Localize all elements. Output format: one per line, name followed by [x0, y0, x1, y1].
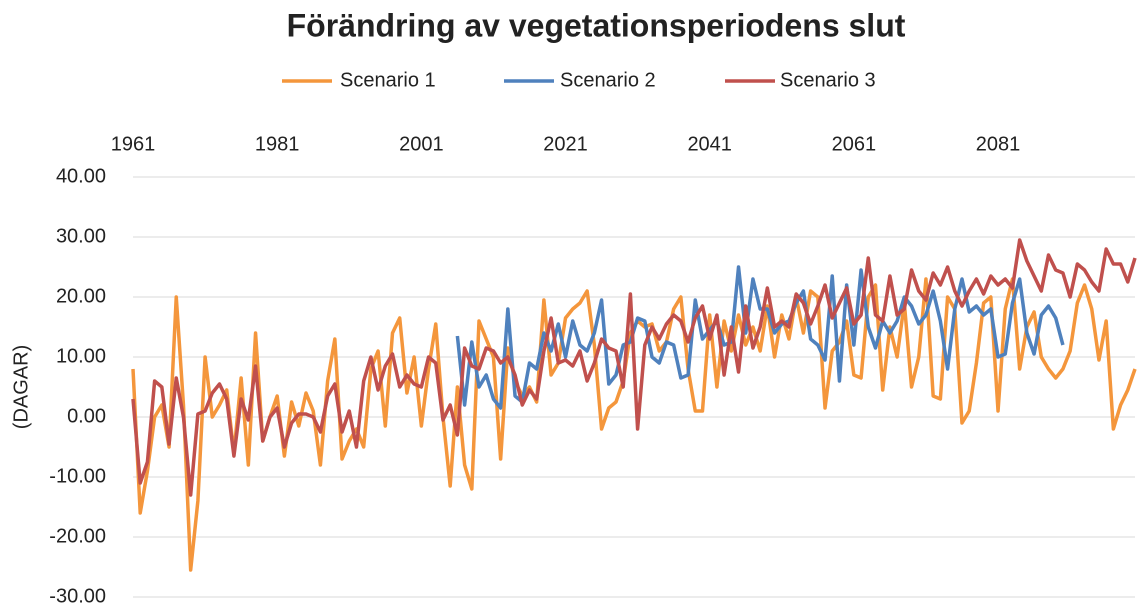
y-tick-label: 40.00	[56, 165, 106, 187]
y-tick-label: 20.00	[56, 285, 106, 307]
x-tick-label: 2081	[976, 133, 1021, 155]
y-tick-label: 10.00	[56, 345, 106, 367]
x-tick-label: 1981	[255, 133, 300, 155]
y-tick-label: -10.00	[49, 465, 106, 487]
x-tick-label: 2041	[687, 133, 732, 155]
legend-label: Scenario 1	[340, 69, 436, 91]
series-line	[131, 238, 1137, 497]
x-tick-label: 1961	[111, 133, 156, 155]
y-axis-label: (DAGAR)	[10, 345, 32, 429]
legend-label: Scenario 3	[780, 69, 876, 91]
y-tick-label: 30.00	[56, 225, 106, 247]
series-line	[455, 265, 1065, 410]
y-tick-label: 0.00	[67, 405, 106, 427]
x-tick-label: 2061	[832, 133, 877, 155]
x-tick-label: 2001	[399, 133, 444, 155]
legend-label: Scenario 2	[560, 69, 656, 91]
x-tick-label: 2021	[543, 133, 588, 155]
y-tick-label: -30.00	[49, 585, 106, 607]
chart-title: Förändring av vegetationsperiodens slut	[287, 7, 906, 43]
y-tick-label: -20.00	[49, 525, 106, 547]
